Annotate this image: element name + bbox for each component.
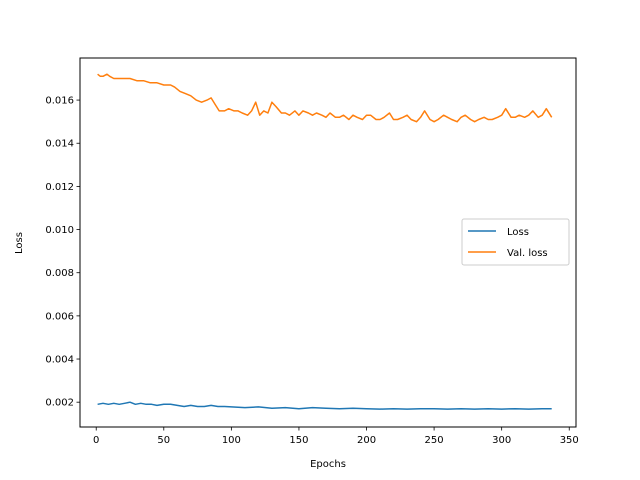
x-axis-label: Epochs [310,459,346,470]
x-tick-label: 150 [289,435,308,446]
x-tick-label: 350 [560,435,579,446]
series-layer [97,73,553,410]
x-axis: 0 50 100 150 200 250 300 350 [93,427,579,446]
x-tick-label: 0 [93,435,99,446]
y-tick-label: 0.006 [45,311,74,322]
plot-frame [79,57,577,428]
legend: Loss Val. loss [461,218,570,266]
x-tick-label: 100 [222,435,241,446]
y-axis: 0.002 0.004 0.006 0.008 0.010 0.012 0.014 0.016 [45,96,80,409]
x-tick-label: 300 [492,435,511,446]
legend-label-val-loss: Val. loss [507,248,548,259]
y-tick-label: 0.008 [45,268,74,279]
y-tick-label: 0.016 [45,96,74,107]
y-tick-label: 0.014 [45,139,74,150]
x-tick-label: 50 [157,435,170,446]
y-tick-label: 0.010 [45,225,74,236]
x-tick-label: 200 [357,435,376,446]
y-axis-label: Loss [14,232,25,254]
series-line-val-loss [97,73,553,123]
x-tick-label: 250 [425,435,444,446]
legend-label-loss: Loss [507,227,529,238]
y-tick-label: 0.012 [45,182,74,193]
y-tick-label: 0.002 [45,398,74,409]
y-tick-label: 0.004 [45,355,74,366]
series-line-loss [97,401,552,410]
